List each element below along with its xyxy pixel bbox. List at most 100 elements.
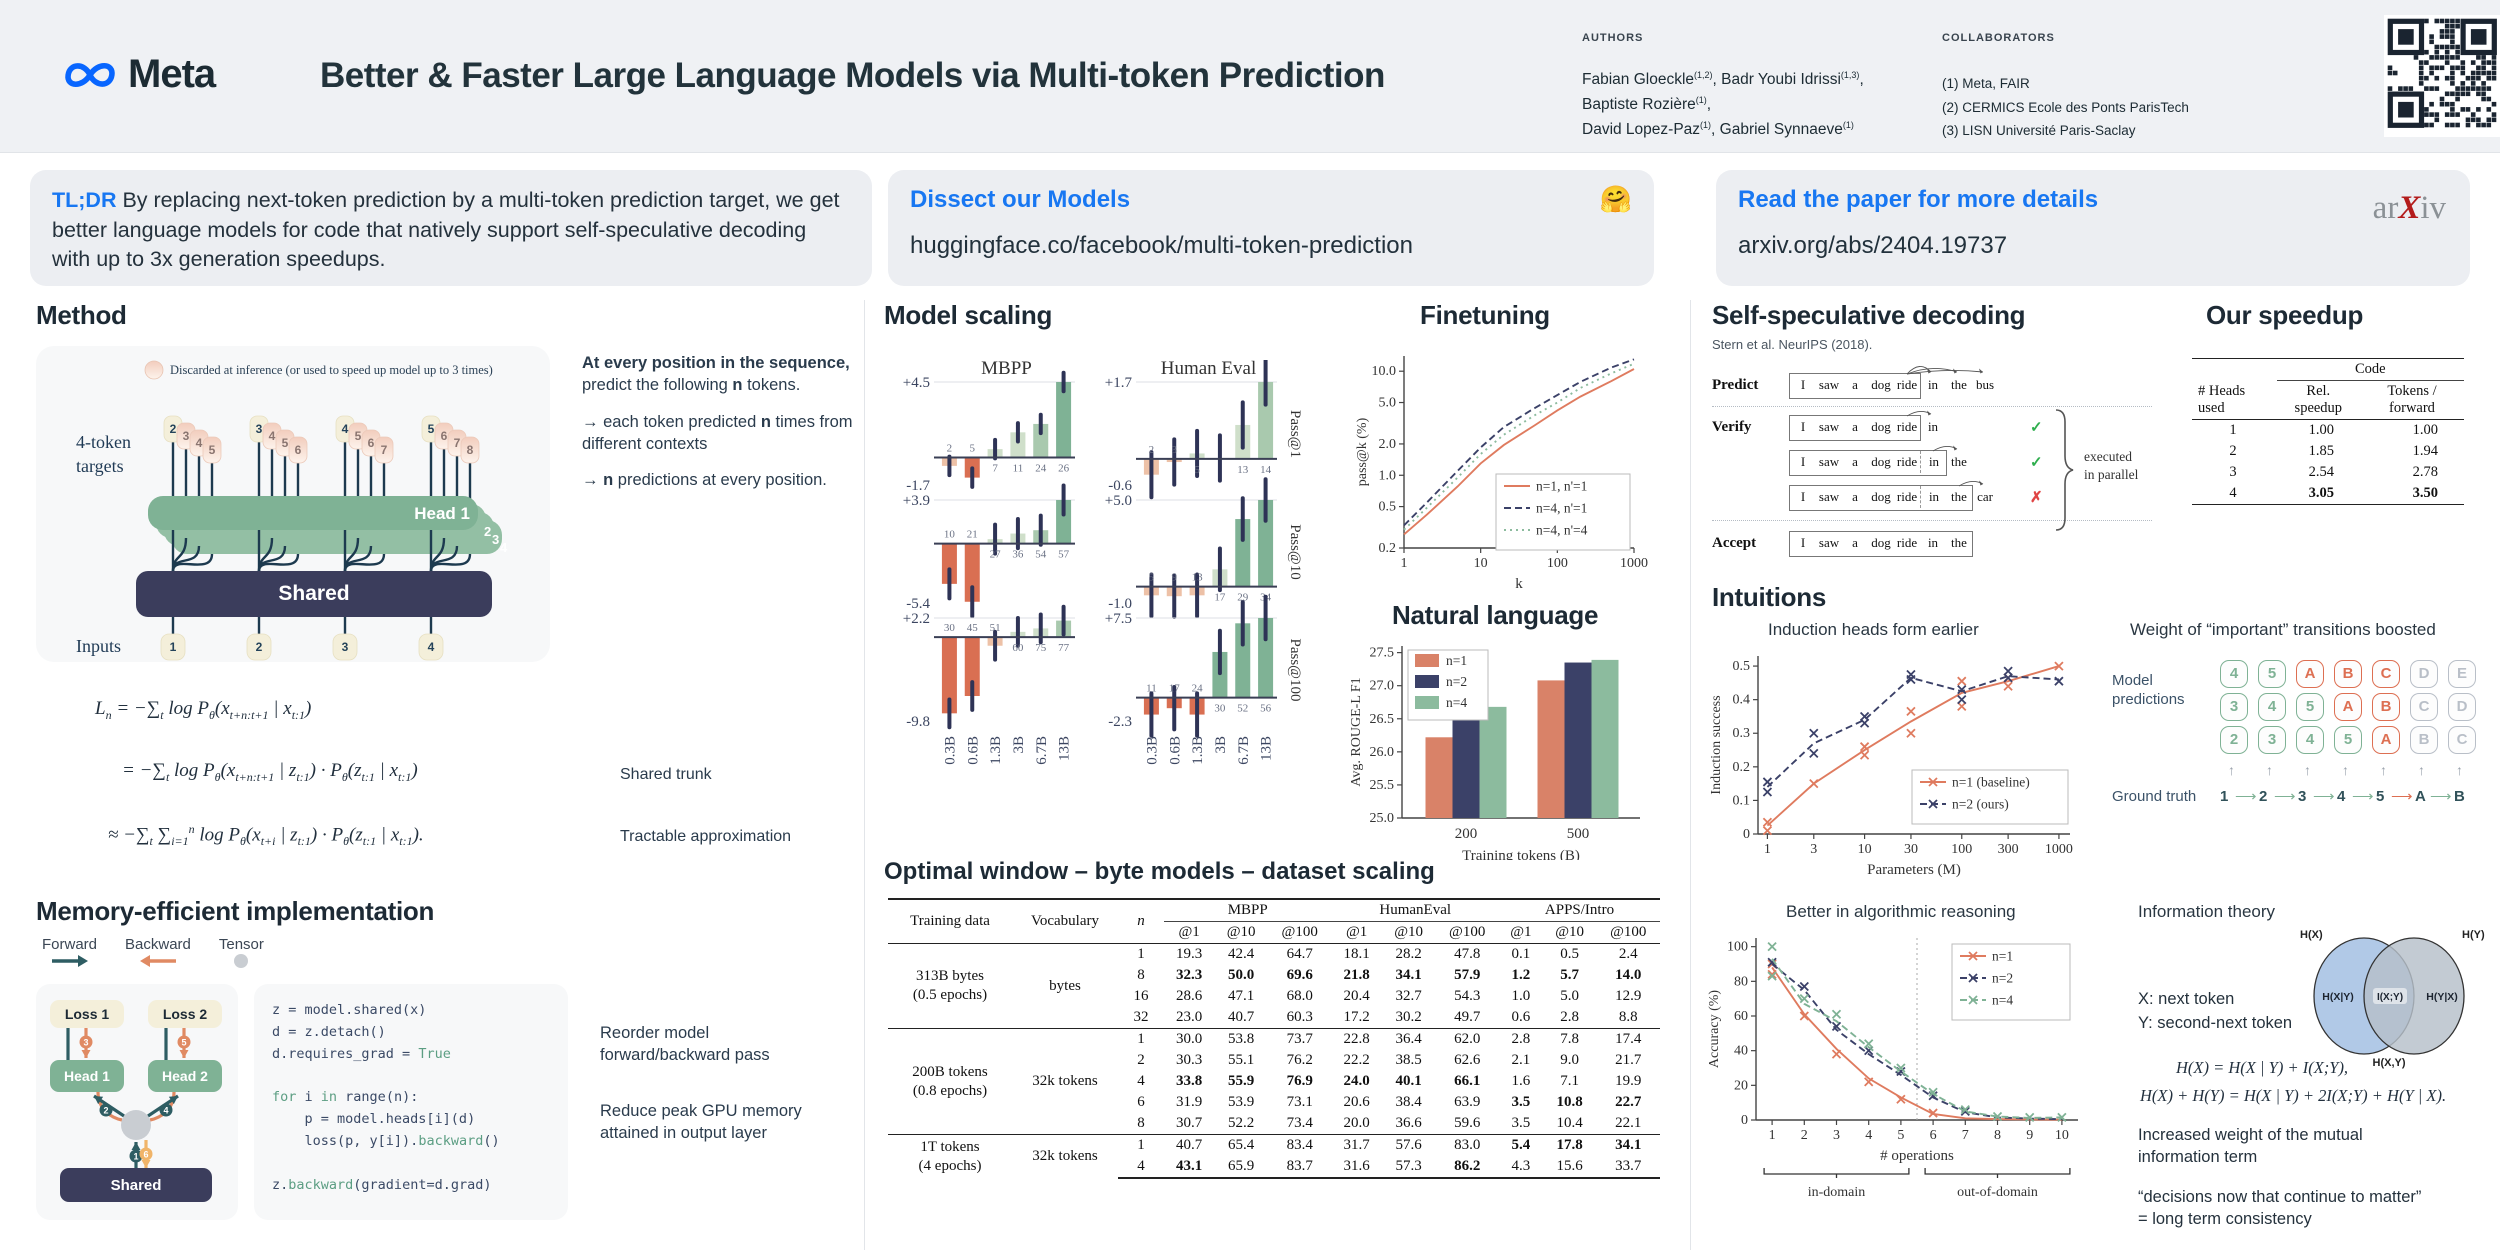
token: the	[1951, 489, 1967, 504]
svg-text:+2.2: +2.2	[903, 611, 930, 627]
svg-text:4: 4	[269, 429, 276, 443]
svg-text:13: 13	[1192, 572, 1204, 584]
paper-url[interactable]: arxiv.org/abs/2404.19737	[1738, 232, 2008, 259]
token: bus	[1975, 377, 1995, 392]
code-line	[272, 1066, 550, 1088]
svg-text:54: 54	[1035, 549, 1047, 561]
svg-text:300: 300	[1998, 842, 2019, 857]
collaborators-block: COLLABORATORS (1) Meta, FAIR (2) CERMICS …	[1942, 32, 2342, 143]
token: saw	[1818, 535, 1840, 550]
natural-language-heading: Natural language	[1392, 600, 1599, 630]
speedup-table-el: Code # Heads used Rel. speedup Tokens / for…	[2192, 358, 2464, 505]
prediction-cell: A	[2372, 726, 2400, 754]
prediction-cell: B	[2334, 660, 2362, 688]
svg-text:5: 5	[428, 422, 435, 436]
token: in	[1920, 451, 1947, 473]
svg-text:3: 3	[1810, 842, 1817, 857]
authors-label: AUTHORS	[1582, 32, 1644, 44]
token: ride	[1896, 489, 1918, 504]
authors-list: Fabian Gloeckle(1,2), Badr Youbi Idrissi…	[1582, 68, 1922, 143]
dissect-box: Dissect our Models 🤗 huggingface.co/face…	[888, 170, 1654, 286]
token-box	[1789, 450, 1947, 476]
svg-text:5: 5	[1194, 464, 1200, 476]
intuitions-heading: Intuitions	[1712, 582, 1826, 612]
svg-text:5: 5	[355, 429, 362, 443]
method-heading: Method	[36, 300, 127, 330]
svg-text:H(X|Y): H(X|Y)	[2322, 991, 2354, 1003]
svg-text:-1.7: -1.7	[906, 478, 930, 494]
author-line: Fabian Gloeckle(1,2), Badr Youbi Idrissi…	[1582, 70, 1864, 89]
svg-text:1: 1	[1764, 842, 1771, 857]
svg-text:75: 75	[1035, 642, 1047, 654]
prediction-cell: 5	[2334, 726, 2362, 754]
collaborators-list: (1) Meta, FAIR (2) CERMICS Ecole des Pont…	[1942, 72, 2342, 143]
algorithmic-subtitle: Better in algorithmic reasoning	[1786, 902, 2016, 921]
svg-text:5: 5	[1149, 572, 1155, 584]
svg-text:100: 100	[1951, 842, 1972, 857]
info-eq-2: H(X) + H(Y) = H(X | Y) + 2I(X;Y) + H(Y |…	[2140, 1086, 2447, 1105]
memory-heading: Memory-efficient implementation	[36, 896, 435, 926]
token: ride	[1896, 377, 1918, 392]
transitions-subtitle: Weight of “important” transitions booste…	[2130, 620, 2436, 639]
svg-text:1000: 1000	[1620, 556, 1648, 571]
token: in	[1927, 419, 1939, 434]
svg-text:60: 60	[1734, 1009, 1748, 1024]
code-line: z = model.shared(x)	[272, 1002, 427, 1018]
brace	[2055, 409, 2074, 531]
svg-text:2: 2	[1801, 1128, 1808, 1143]
prediction-cell: A	[2334, 693, 2362, 721]
cross-icon: ✗	[2030, 489, 2043, 506]
collaborators-label: COLLABORATORS	[1942, 32, 2055, 44]
token: I	[1800, 489, 1806, 504]
svg-text:3B: 3B	[1213, 736, 1229, 754]
svg-text:6.7B: 6.7B	[1034, 736, 1050, 765]
svg-text:I(X;Y): I(X;Y)	[2377, 992, 2403, 1003]
token: dog	[1871, 419, 1891, 434]
svg-text:9: 9	[1172, 572, 1178, 584]
optimal-window-heading: Optimal window – byte models – dataset s…	[884, 858, 1435, 885]
svg-text:5.0: 5.0	[1379, 396, 1397, 411]
dissect-url[interactable]: huggingface.co/facebook/multi-token-pred…	[910, 232, 1413, 259]
bar	[1564, 662, 1592, 818]
svg-text:7: 7	[1962, 1128, 1969, 1143]
token: I	[1800, 535, 1806, 550]
svg-text:100: 100	[1547, 556, 1568, 571]
svg-text:Inputs: Inputs	[76, 636, 121, 656]
optimal-table: Training data Vocabulary n MBPP HumanEval APP…	[888, 898, 1660, 1179]
svg-text:4: 4	[196, 436, 203, 450]
prediction-cell: B	[2410, 726, 2438, 754]
transition-arrow-icon: ⟶	[2430, 788, 2452, 805]
huggingface-icon: 🤗	[1599, 184, 1632, 214]
optimal-window-table: Training data Vocabulary n MBPP HumanEval APP…	[888, 898, 1660, 1179]
eq-note-shared-trunk: Shared trunk	[620, 766, 712, 783]
svg-text:3: 3	[1833, 1128, 1840, 1143]
token: the	[1951, 377, 1967, 392]
svg-text:500: 500	[1567, 826, 1590, 842]
svg-text:24: 24	[1192, 683, 1204, 695]
svg-text:H(X): H(X)	[2300, 929, 2323, 941]
token: the	[1951, 535, 1967, 550]
bar	[1235, 519, 1251, 587]
brand-name: Meta	[128, 52, 216, 96]
svg-text:14: 14	[1260, 464, 1272, 476]
code-line: z.backward(gradient=d.grad)	[272, 1176, 492, 1193]
svg-text:13: 13	[1237, 464, 1249, 476]
eq-note-tractable: Tractable approximation	[620, 828, 792, 845]
svg-text:3: 3	[256, 422, 263, 436]
token: a	[1852, 535, 1858, 550]
prediction-cell: B	[2372, 693, 2400, 721]
svg-text:2.0: 2.0	[1379, 437, 1397, 452]
meta-logo: Meta	[62, 52, 216, 97]
loss-eq-1: Ln = −∑t log Pθ(xt+n:t+1 | xt:1)	[95, 698, 312, 722]
svg-text:MBPP: MBPP	[981, 360, 1032, 379]
svg-text:2: 2	[947, 442, 953, 454]
method-diagram: Discarded at inference (or used to speed…	[76, 360, 508, 661]
up-arrow-icon: ↑	[2418, 762, 2425, 778]
bar	[1258, 500, 1274, 587]
svg-text:20: 20	[1734, 1078, 1748, 1093]
transition-arrow-icon: ⟶	[2235, 788, 2257, 805]
code-line: for i in range(n):	[272, 1089, 419, 1106]
svg-text:n=4: n=4	[1992, 993, 2013, 1008]
info-eq-1: H(X) = H(X | Y) + I(X;Y),	[2176, 1058, 2349, 1077]
svg-text:6: 6	[295, 443, 302, 457]
